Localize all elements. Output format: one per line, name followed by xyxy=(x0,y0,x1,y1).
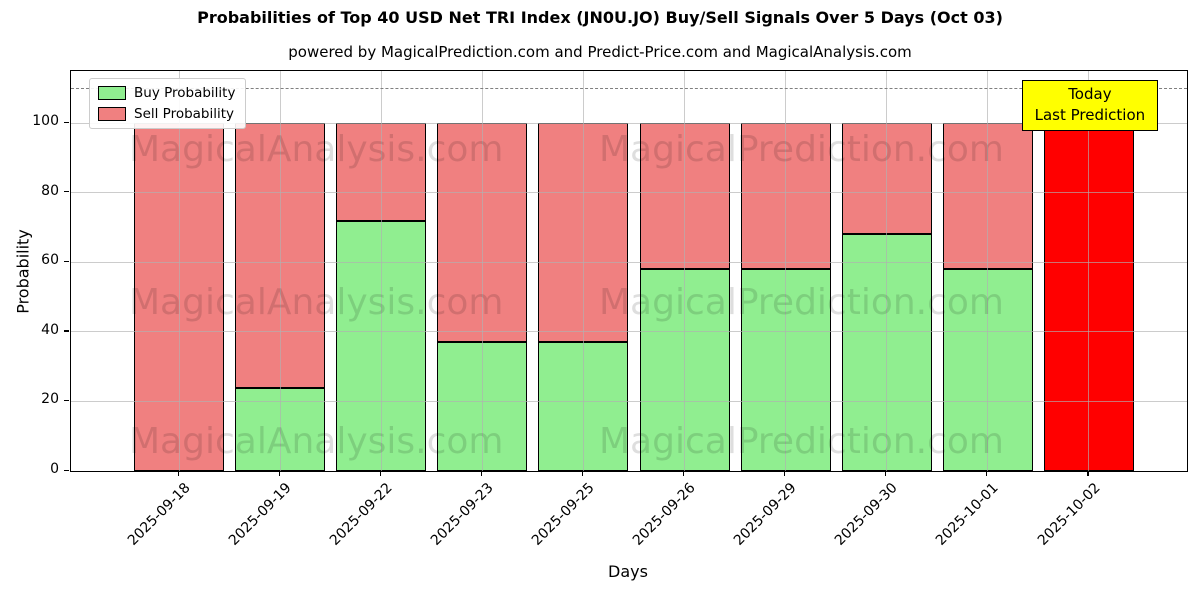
x-tick-mark xyxy=(1087,471,1089,476)
annotation-line-2: Last Prediction xyxy=(1034,106,1146,125)
y-tick-label: 0 xyxy=(50,461,59,477)
bar-sell-segment xyxy=(841,123,932,235)
sell-swatch-icon xyxy=(98,107,126,121)
x-tick-label: 2025-09-25 xyxy=(528,480,598,549)
y-tick-label: 20 xyxy=(41,391,59,408)
x-axis-label: Days xyxy=(608,562,648,581)
x-tick-mark xyxy=(581,471,584,476)
legend-label-buy: Buy Probability xyxy=(134,85,236,101)
x-tick-label: 2025-09-26 xyxy=(629,480,699,549)
legend-entry-sell: Sell Probability xyxy=(98,106,235,122)
bar-buy-segment xyxy=(235,387,326,471)
bar-sell-segment xyxy=(336,123,427,221)
y-tick-label: 80 xyxy=(41,182,59,199)
chart-title: Probabilities of Top 40 USD Net TRI Inde… xyxy=(197,8,1003,27)
x-tick-label: 2025-09-29 xyxy=(731,480,800,549)
x-tick-mark xyxy=(986,471,988,476)
bar-buy-segment xyxy=(942,269,1033,471)
x-tick-mark xyxy=(683,471,685,476)
bar-sell-segment xyxy=(235,123,326,388)
x-tick-label: 2025-10-02 xyxy=(1034,480,1104,549)
bar-buy-segment xyxy=(538,342,629,471)
chart-subtitle: powered by MagicalPrediction.com and Pre… xyxy=(288,43,912,61)
x-tick-mark xyxy=(885,471,887,476)
y-tick-mark xyxy=(64,330,69,332)
legend: Buy Probability Sell Probability xyxy=(89,78,247,129)
bar-sell-segment xyxy=(134,123,224,471)
y-tick-mark xyxy=(64,469,69,471)
y-tick-mark xyxy=(64,399,69,402)
y-tick-mark xyxy=(64,121,69,123)
threshold-dashed-line xyxy=(71,88,1187,90)
bar-sell-segment xyxy=(639,123,730,270)
x-tick-label: 2025-09-23 xyxy=(427,480,497,549)
legend-label-sell: Sell Probability xyxy=(134,106,235,122)
x-tick-mark xyxy=(177,471,179,476)
x-tick-mark xyxy=(379,471,381,476)
bar-sell-segment xyxy=(1043,123,1134,471)
x-tick-label: 2025-09-22 xyxy=(326,480,396,549)
x-tick-label: 2025-09-18 xyxy=(124,480,194,549)
y-tick-label: 40 xyxy=(41,321,59,338)
legend-entry-buy: Buy Probability xyxy=(98,85,235,101)
bar-buy-segment xyxy=(437,342,528,471)
annotation-line-1: Today xyxy=(1068,85,1112,103)
plot-area: MagicalAnalysis.comMagicalPrediction.com… xyxy=(70,70,1188,472)
bar-sell-segment xyxy=(437,123,528,343)
bar-buy-segment xyxy=(639,269,730,471)
y-tick-label: 100 xyxy=(32,113,59,130)
x-tick-mark xyxy=(480,471,482,476)
bar-sell-segment xyxy=(740,123,831,270)
x-tick-label: 2025-10-01 xyxy=(933,480,1003,549)
bar-buy-segment xyxy=(841,234,932,471)
bar-sell-segment xyxy=(538,123,629,343)
bar-buy-segment xyxy=(336,220,427,471)
bar-buy-segment xyxy=(740,269,831,471)
bar-sell-segment xyxy=(942,123,1033,270)
y-tick-label: 60 xyxy=(41,252,59,269)
today-annotation: Today Last Prediction xyxy=(1021,80,1158,131)
y-tick-mark xyxy=(64,191,69,193)
y-tick-mark xyxy=(64,260,69,262)
x-tick-label: 2025-09-19 xyxy=(225,480,295,549)
y-axis-label: Probability xyxy=(13,229,33,314)
x-tick-mark xyxy=(278,471,280,476)
x-tick-label: 2025-09-30 xyxy=(832,480,902,549)
x-tick-mark xyxy=(784,471,786,476)
buy-swatch-icon xyxy=(98,86,126,100)
